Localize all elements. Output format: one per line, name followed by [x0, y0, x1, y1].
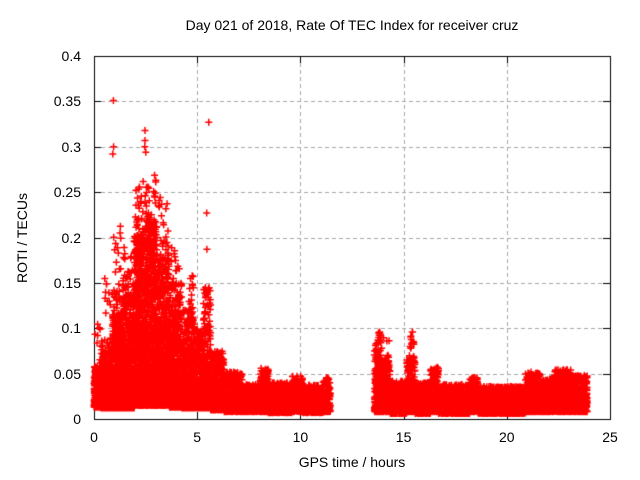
y-axis-label: ROTI / TECUs — [14, 193, 30, 283]
x-tick-label: 10 — [292, 429, 309, 445]
chart-title: Day 021 of 2018, Rate Of TEC Index for r… — [185, 17, 519, 33]
x-tick-label: 0 — [90, 429, 98, 445]
y-tick-label: 0.3 — [61, 138, 81, 155]
y-tick-label: 0.05 — [53, 365, 81, 382]
x-tick-label: 5 — [193, 429, 202, 445]
y-tick-label: 0.2 — [61, 229, 81, 246]
x-axis-label: GPS time / hours — [298, 454, 406, 470]
x-tick-label: 25 — [602, 429, 618, 445]
y-tick-label: 0.15 — [53, 274, 81, 291]
y-tick-label: 0.35 — [53, 93, 81, 110]
x-tick-label: 15 — [395, 429, 412, 445]
x-tick-label: 20 — [499, 429, 515, 445]
y-tick-label: 0 — [73, 411, 81, 427]
y-tick-label: 0.25 — [53, 184, 81, 201]
y-tick-label: 0.1 — [61, 320, 81, 337]
y-tick-label: 0.4 — [61, 48, 81, 64]
